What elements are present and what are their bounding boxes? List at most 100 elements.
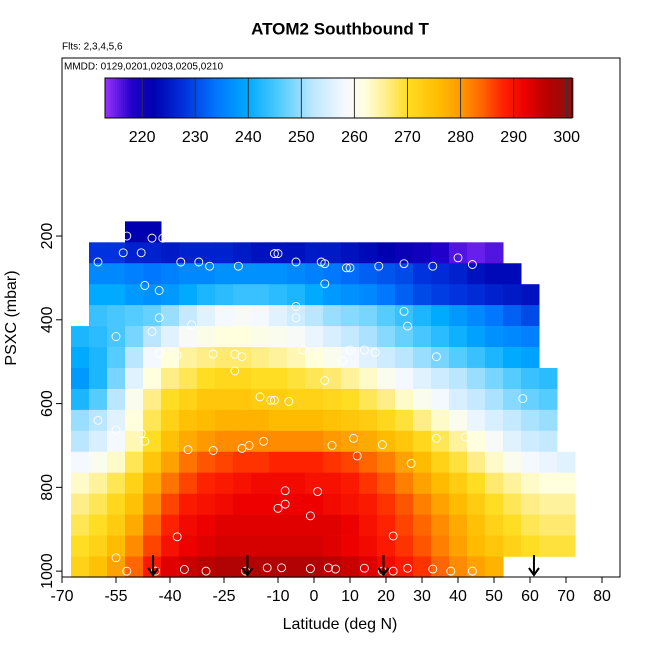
colorbar-swatch — [555, 78, 558, 118]
observation-point — [147, 233, 157, 243]
observation-point — [93, 415, 103, 425]
colorbar-swatch — [111, 78, 114, 118]
heatmap-cell — [161, 388, 180, 411]
colorbar-swatch — [357, 78, 360, 118]
x-tick-label: -25 — [212, 588, 235, 605]
heatmap-cell — [413, 347, 432, 369]
observation-point — [388, 566, 398, 576]
colorbar-swatch — [221, 78, 224, 118]
heatmap-cell — [269, 514, 288, 536]
heatmap-cell — [287, 451, 306, 473]
observation-point — [349, 433, 359, 443]
colorbar-swatch — [455, 78, 458, 118]
heatmap-cell — [179, 347, 198, 369]
heatmap-cell — [71, 388, 90, 411]
heatmap-cell — [197, 535, 216, 557]
heatmap-cell — [107, 556, 126, 578]
colorbar-swatch — [559, 78, 562, 118]
colorbar-swatch — [557, 78, 560, 118]
heatmap-cell — [107, 409, 126, 432]
heatmap-cell — [287, 305, 306, 327]
heatmap-cell — [413, 263, 432, 285]
y-tick-label: 1000 — [39, 553, 56, 589]
heatmap-cell — [89, 409, 108, 432]
heatmap-cell — [125, 451, 144, 473]
heatmap-cell — [107, 430, 126, 453]
colorbar-swatch — [167, 78, 170, 118]
heatmap-cell — [233, 472, 252, 494]
colorbar-swatch — [341, 78, 344, 118]
heatmap-cell — [197, 514, 216, 536]
heatmap-cell — [395, 409, 414, 432]
heatmap-cell — [269, 367, 288, 390]
heatmap-cell — [89, 305, 108, 327]
heatmap-cell — [71, 430, 90, 453]
heatmap-cell — [359, 430, 378, 453]
heatmap-cell — [269, 472, 288, 494]
observation-point — [136, 429, 146, 439]
colorbar-swatch — [233, 78, 236, 118]
colorbar-swatch — [185, 78, 188, 118]
x-tick-label: 0 — [310, 588, 319, 605]
heatmap-cell — [395, 263, 414, 285]
colorbar-swatch — [281, 78, 284, 118]
heatmap-cell — [197, 493, 216, 515]
observation-point — [291, 301, 301, 311]
heatmap-cell — [233, 535, 252, 557]
heatmap-cell — [71, 409, 90, 432]
colorbar-swatch — [457, 78, 460, 118]
observation-point — [345, 345, 355, 355]
colorbar-swatch — [487, 78, 490, 118]
heatmap-cell — [107, 388, 126, 411]
colorbar-swatch — [163, 78, 166, 118]
colorbar-swatch — [525, 78, 528, 118]
observation-point — [327, 441, 337, 450]
heatmap-cell — [215, 347, 234, 369]
heatmap-cell — [395, 388, 414, 411]
observation-point — [122, 566, 132, 576]
observation-point — [208, 349, 218, 359]
heatmap-cell — [431, 367, 450, 390]
colorbar-swatch — [329, 78, 332, 118]
colorbar-swatch — [489, 78, 492, 118]
heatmap-cell — [161, 242, 180, 264]
colorbar-tick-label: 260 — [341, 129, 368, 146]
heatmap-cell — [161, 535, 180, 557]
heatmap-cell — [71, 514, 90, 536]
heatmap-cell — [341, 493, 360, 515]
observation-point — [467, 566, 477, 576]
heatmap-cell — [305, 472, 324, 494]
heatmap-cell — [485, 535, 504, 557]
colorbar-swatch — [499, 78, 502, 118]
x-tick-label: 50 — [485, 588, 503, 605]
heatmap-cell — [359, 284, 378, 306]
colorbar-swatch — [183, 78, 186, 118]
heatmap-cell — [395, 367, 414, 390]
colorbar-swatch — [171, 78, 174, 118]
observation-point — [176, 257, 186, 267]
colorbar-swatch — [335, 78, 338, 118]
heatmap-cell — [197, 305, 216, 327]
colorbar-swatch — [217, 78, 220, 118]
heatmap-cell — [449, 556, 468, 578]
heatmap-cell — [269, 451, 288, 473]
heatmap-cell — [431, 284, 450, 306]
colorbar-swatch — [255, 78, 258, 118]
colorbar-swatch — [279, 78, 282, 118]
heatmap-cell — [125, 326, 144, 348]
heatmap-cell — [125, 556, 144, 578]
heatmap-cell — [323, 535, 342, 557]
heatmap-cell — [197, 388, 216, 411]
heatmap-cell — [233, 430, 252, 453]
colorbar-swatch — [463, 78, 466, 118]
heatmap-cell — [449, 472, 468, 494]
colorbar-swatch — [541, 78, 544, 118]
heatmap-cell — [449, 263, 468, 285]
colorbar-swatch — [165, 78, 168, 118]
heatmap-cell — [395, 326, 414, 348]
observation-point — [518, 394, 528, 404]
observation-point — [305, 564, 315, 574]
x-tick-label: 60 — [521, 588, 539, 605]
heatmap-cell — [215, 263, 234, 285]
heatmap-cell — [377, 472, 396, 494]
